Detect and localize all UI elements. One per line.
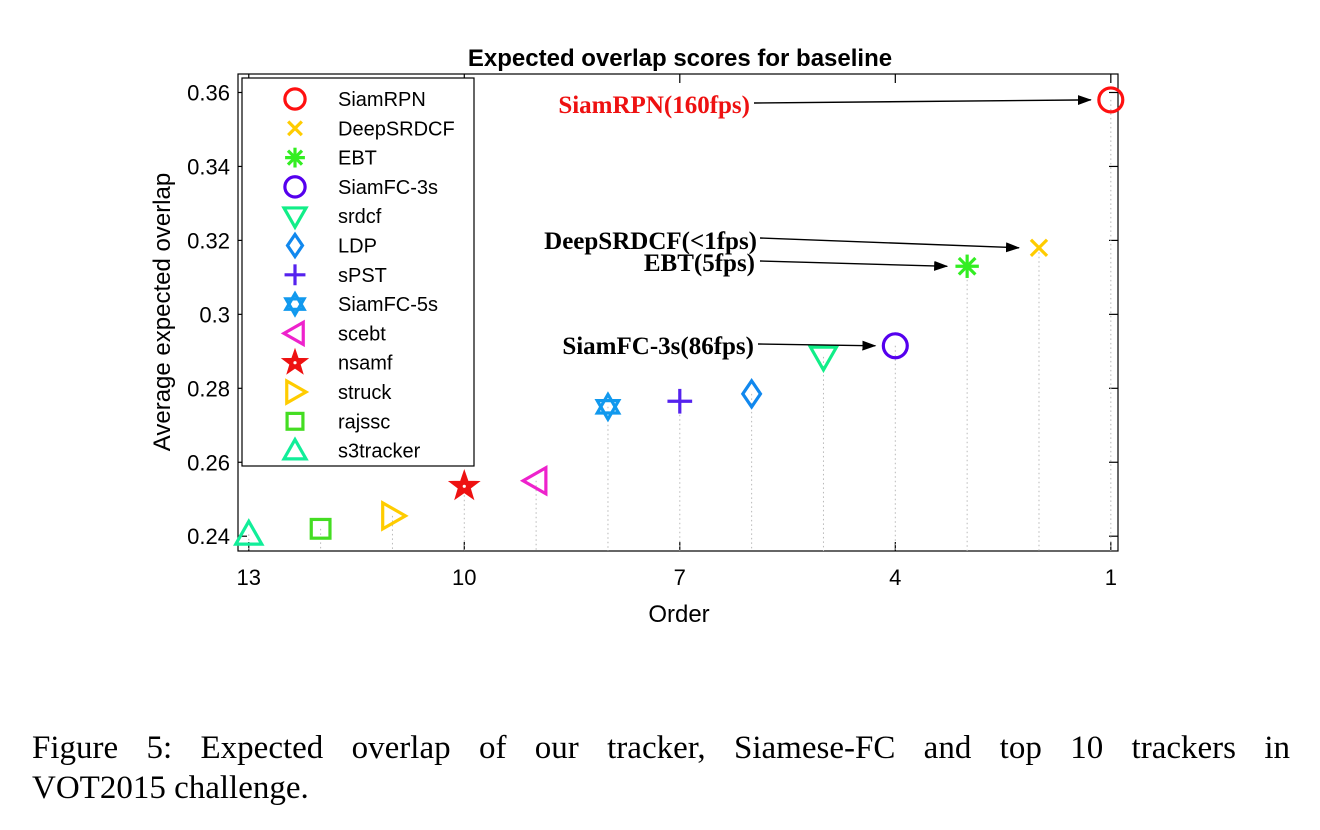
legend-marker-rajssc [285, 411, 305, 431]
plot-area: 0.24 0.26 0.28 0.3 0.32 0.34 0.36 13 10 7 4 1 SiamRP… [187, 73, 1125, 590]
caption-line-2: VOT2015 challenge. [32, 770, 309, 806]
legend-label: s3tracker [338, 441, 421, 463]
point-nsamf [447, 469, 481, 501]
legend-marker-ebt [285, 147, 305, 168]
point-siamfc-5s [594, 391, 622, 423]
legend-label: nsamf [338, 353, 393, 375]
legend-marker-nsamf [280, 347, 310, 375]
point-s3tracker [233, 518, 265, 546]
y-tick-label: 0.36 [187, 80, 230, 105]
x-tick-label: 10 [452, 565, 476, 590]
point-ldp [740, 378, 763, 410]
point-siamrpn [1097, 86, 1125, 114]
point-struck [381, 500, 409, 532]
point-ebt [955, 254, 979, 278]
legend-marker-srdcf [281, 206, 309, 231]
y-tick-label: 0.34 [187, 154, 230, 179]
legend-label: srdcf [338, 206, 382, 228]
legend-marker-scebt [280, 319, 305, 348]
legend-marker-siamrpn [283, 87, 307, 111]
x-tick-label: 1 [1105, 565, 1117, 590]
point-scebt [519, 464, 548, 497]
caption-line-1: Figure 5: Expected overlap of our tracke… [32, 730, 1290, 766]
legend-label: rajssc [338, 411, 390, 433]
legend-label: SiamFC-5s [338, 294, 438, 316]
legend-label: SiamRPN [338, 89, 426, 111]
annotation-arrow [759, 237, 1020, 253]
legend: SiamRPN DeepSRDCF EBT SiamFC-3s srdcf LDP sPST… [241, 77, 475, 467]
point-spst [667, 388, 693, 414]
legend-label: DeepSRDCF [338, 118, 455, 140]
y-tick-label: 0.26 [187, 450, 230, 475]
point-siamfc-3s [881, 332, 909, 360]
chart: Expected overlap scores for baseline Ord… [149, 45, 1125, 628]
annotation-label: SiamFC-3s(86fps) [562, 333, 754, 360]
point-deepsrdcf [1029, 238, 1049, 257]
annotation-label: EBT(5fps) [644, 250, 755, 277]
x-tick-label: 7 [674, 565, 686, 590]
legend-marker-deepsrdcf [287, 120, 303, 137]
y-axis-label: Average expected overlap [149, 173, 176, 451]
plot-frame [237, 73, 1119, 552]
legend-marker-siamfc-5s [283, 290, 307, 318]
legend-box [241, 77, 475, 467]
point-srdcf [807, 345, 840, 374]
y-tick-label: 0.3 [199, 302, 230, 327]
annotation-arrow [753, 95, 1092, 106]
legend-marker-spst [284, 264, 306, 286]
legend-label: LDP [338, 236, 377, 258]
legend-marker-ldp [285, 231, 305, 260]
legend-label: EBT [338, 148, 377, 170]
x-tick-label: 4 [889, 565, 901, 590]
legend-label: struck [338, 382, 392, 404]
point-rajssc [309, 517, 332, 540]
annotation-label: DeepSRDCF(<1fps) [544, 228, 757, 255]
chart-title: Expected overlap scores for baseline [468, 45, 892, 72]
legend-marker-s3tracker [281, 436, 309, 461]
legend-label: scebt [338, 323, 386, 345]
legend-label: SiamFC-3s [338, 177, 438, 199]
legend-marker-siamfc-3s [283, 175, 307, 199]
y-tick-label: 0.28 [187, 376, 230, 401]
annotation-arrow [759, 260, 949, 271]
figure-caption: Figure 5: Expected overlap of our tracke… [32, 728, 1290, 808]
x-axis-label: Order [648, 601, 709, 628]
y-tick-label: 0.32 [187, 228, 230, 253]
y-tick-label: 0.24 [187, 524, 230, 549]
annotation-arrow [757, 340, 877, 351]
legend-marker-struck [285, 378, 310, 406]
x-tick-label: 13 [237, 565, 261, 590]
legend-label: sPST [338, 265, 387, 287]
annotation-label: SiamRPN(160fps) [558, 92, 750, 119]
